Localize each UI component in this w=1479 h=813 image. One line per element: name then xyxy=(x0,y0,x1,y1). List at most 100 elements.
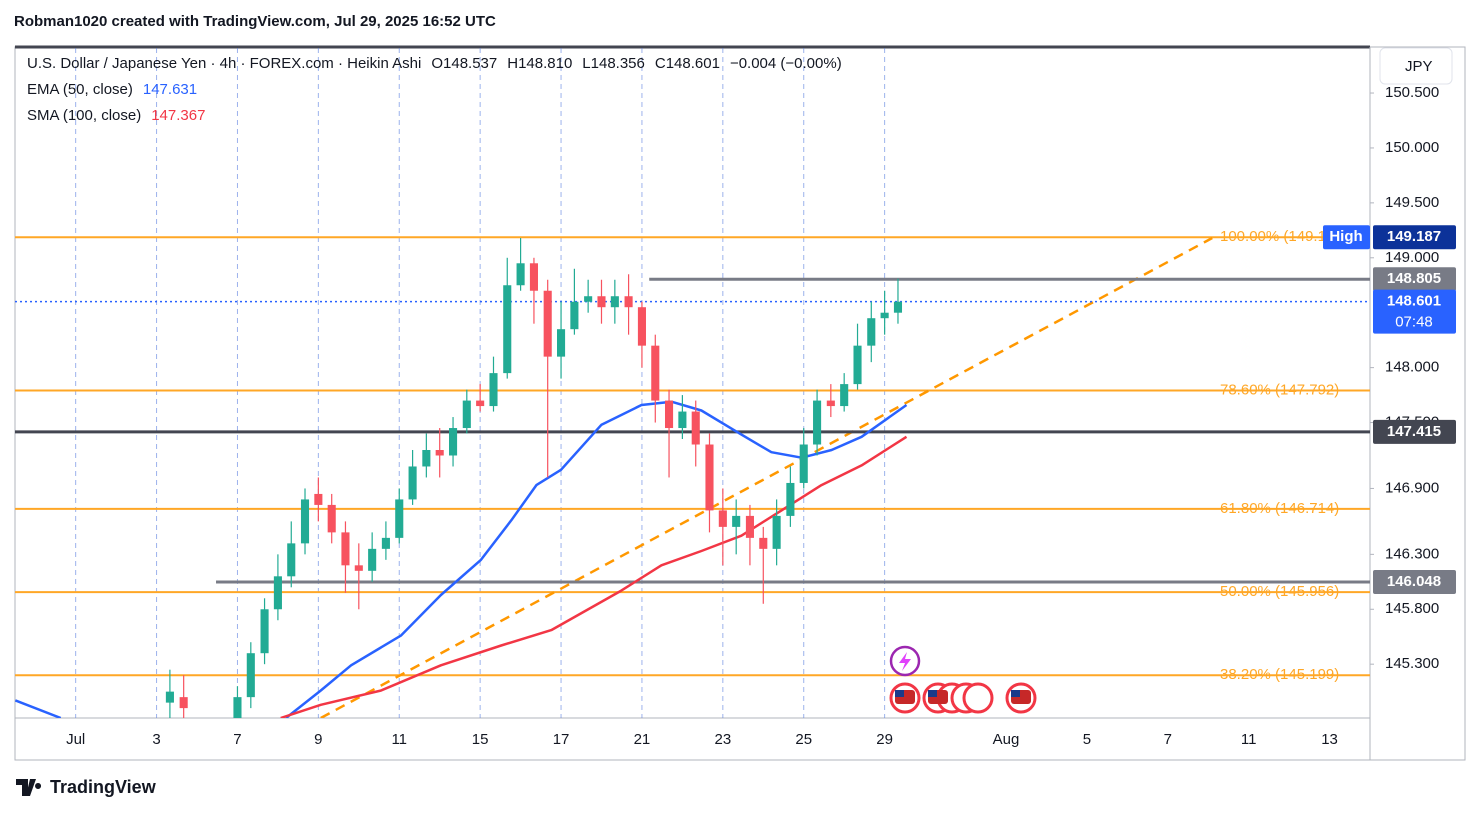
y-tick-label: 146.900 xyxy=(1385,479,1439,496)
candle-body xyxy=(341,532,350,566)
economic-events[interactable] xyxy=(889,682,1037,714)
x-tick-label: 11 xyxy=(1241,731,1257,748)
y-tick-label: 150.000 xyxy=(1385,139,1439,156)
price-tag-name-box xyxy=(1323,225,1370,250)
y-tick-label: 150.500 xyxy=(1385,84,1439,101)
header: Robman1020 created with TradingView.com,… xyxy=(14,13,496,30)
candle-body xyxy=(435,450,444,456)
candle-body xyxy=(745,515,754,538)
candle-body xyxy=(516,263,525,286)
candle-body xyxy=(300,499,310,544)
ohlc-close: C148.601 xyxy=(655,55,720,72)
indicator-legend: SMA (100, close) 147.367 xyxy=(27,107,205,124)
candle-body xyxy=(503,285,512,374)
candle-body xyxy=(557,329,566,357)
candle-body xyxy=(732,515,741,527)
currency-box[interactable] xyxy=(1379,47,1453,85)
event-bolt xyxy=(899,652,911,671)
candle-body xyxy=(489,373,498,407)
x-tick-label: 21 xyxy=(634,731,651,748)
logo-mark xyxy=(16,779,42,796)
flag-canton xyxy=(1011,690,1020,697)
plot-area: 100.00% (149.187) 78.60% (147.792) 61.80% … xyxy=(15,48,1370,718)
candle-body xyxy=(260,609,269,654)
us-flag-event[interactable] xyxy=(962,682,994,714)
candle-body xyxy=(624,296,633,308)
candle-body xyxy=(893,301,903,313)
candle-body xyxy=(853,345,862,385)
x-tick-label: 5 xyxy=(1083,731,1091,748)
candle-body xyxy=(678,411,687,429)
price-countdown: 07:48 xyxy=(1395,314,1433,331)
candle-body xyxy=(786,482,795,516)
price-tag-name: High xyxy=(1329,228,1362,245)
candle-body xyxy=(772,515,781,549)
indicator-value: 147.367 xyxy=(151,107,205,124)
fib-label: 38.20% (145.199) xyxy=(1220,666,1339,683)
price-tag-box xyxy=(1373,289,1456,334)
price-tag-box xyxy=(1373,570,1456,595)
legend-title: U.S. Dollar / Japanese Yen · 4h · FOREX.… xyxy=(27,55,842,72)
y-tick-label: 145.800 xyxy=(1385,600,1439,617)
price-tag-box xyxy=(1373,267,1456,292)
candle-body xyxy=(570,301,579,330)
candle-body xyxy=(664,400,674,429)
candle-body xyxy=(381,537,390,549)
candle-body xyxy=(691,411,700,445)
event-icons[interactable] xyxy=(889,645,1037,714)
price-tag: 148.601 xyxy=(1387,293,1441,310)
candle-body xyxy=(476,400,485,407)
y-tick-label: 149.000 xyxy=(1385,249,1439,266)
y-tick-label: 145.300 xyxy=(1385,655,1439,672)
candle-body xyxy=(705,444,714,511)
price-tag: 146.048 xyxy=(1387,573,1441,590)
flag-canton xyxy=(928,690,937,697)
x-tick-label: Jul xyxy=(66,731,85,748)
candle-body xyxy=(637,307,646,346)
candle-body xyxy=(368,548,377,571)
y-tick-label: 146.300 xyxy=(1385,545,1439,562)
symbol-title: U.S. Dollar / Japanese Yen · 4h · FOREX.… xyxy=(27,55,421,72)
y-tick-label: 149.500 xyxy=(1385,194,1439,211)
candle-body xyxy=(759,537,768,549)
footer-brand: TradingView xyxy=(50,777,157,797)
currency[interactable]: JPY xyxy=(1405,58,1433,75)
x-tick-label: 17 xyxy=(553,731,570,748)
x-tick-label: 11 xyxy=(391,731,407,748)
candle-body xyxy=(327,504,336,533)
candle-body xyxy=(233,697,242,718)
x-tick-label: 25 xyxy=(795,731,812,748)
fib-label: 50.00% (145.956) xyxy=(1220,583,1339,600)
flag-canton xyxy=(895,690,904,697)
candle-body xyxy=(529,263,538,291)
x-tick-label: 7 xyxy=(233,731,241,748)
x-tick-label: 23 xyxy=(714,731,731,748)
x-tick-label: 15 xyxy=(472,731,489,748)
candle-body xyxy=(880,312,889,319)
candle-body xyxy=(826,400,835,407)
candle-body xyxy=(287,543,296,577)
ohlc-open: O148.537 xyxy=(431,55,497,72)
candle-body xyxy=(840,384,849,407)
candle-body xyxy=(799,444,808,483)
fib-label: 78.60% (147.792) xyxy=(1220,381,1339,398)
candle-body xyxy=(408,466,417,500)
candle-body xyxy=(314,493,323,505)
candle-body xyxy=(867,318,876,346)
candle-body xyxy=(462,400,471,429)
fib-label: 100.00% (149.187) xyxy=(1220,228,1348,245)
indicator-name: EMA (50, close) xyxy=(27,81,133,98)
candle-body xyxy=(395,499,404,538)
x-tick-label: 9 xyxy=(314,731,322,748)
indicator-line xyxy=(280,435,908,718)
price-tag: 147.415 xyxy=(1387,423,1441,440)
price-tag-box xyxy=(1373,419,1456,444)
x-tick-label: 29 xyxy=(876,731,893,748)
price-tag: 149.187 xyxy=(1387,228,1441,245)
price-tag: 148.805 xyxy=(1387,270,1441,287)
indicator-legend: EMA (50, close) 147.631 xyxy=(27,81,197,98)
x-tick-label: Aug xyxy=(993,731,1020,748)
axes: Jul 3 7 9 11 15 17 21 23 25 29 Aug 5 7 11 13 150.500 150.… xyxy=(66,84,1456,748)
ohlc-high: H148.810 xyxy=(507,55,572,72)
